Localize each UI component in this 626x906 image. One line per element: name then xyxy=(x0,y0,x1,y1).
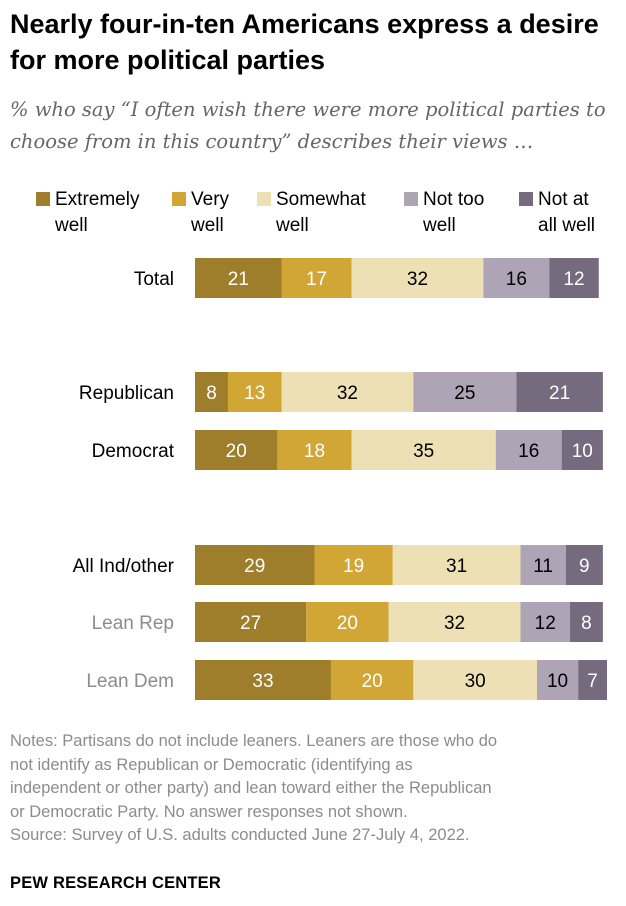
notes-line: or Democratic Party. No answer responses… xyxy=(10,802,408,821)
legend-label-line: Very xyxy=(191,189,230,210)
bar-segment xyxy=(351,430,496,470)
data-label: 18 xyxy=(304,441,325,462)
bar-segment xyxy=(520,602,570,642)
data-label: 10 xyxy=(572,441,593,462)
bar-segment xyxy=(195,545,315,585)
data-label: 13 xyxy=(244,383,265,404)
bar-segment xyxy=(516,372,603,412)
data-label: 35 xyxy=(413,441,434,462)
data-label: 19 xyxy=(343,556,364,577)
legend-label-line: well xyxy=(276,215,309,236)
data-label: 29 xyxy=(244,556,265,577)
bar-segment xyxy=(277,430,352,470)
data-label: 12 xyxy=(563,269,584,290)
bar-segment xyxy=(388,602,521,642)
bar-segment xyxy=(392,545,521,585)
category-label: Republican xyxy=(79,383,174,404)
data-label: 17 xyxy=(306,269,327,290)
data-label: 32 xyxy=(444,613,465,634)
legend-label-line: Not at xyxy=(538,189,589,210)
data-label: 10 xyxy=(547,671,568,692)
bar-segment xyxy=(281,372,414,412)
legend-label-line: well xyxy=(191,215,224,236)
data-label: 30 xyxy=(465,671,486,692)
bar-segment xyxy=(549,258,599,298)
data-label: 27 xyxy=(240,613,261,634)
bar-segment xyxy=(195,602,307,642)
data-label: 7 xyxy=(587,671,598,692)
legend-label-not-too-well: Not too well xyxy=(423,187,484,239)
chart-notes: Notes: Partisans do not include leaners.… xyxy=(10,730,620,848)
data-label: 16 xyxy=(506,269,527,290)
notes-line: not identify as Republican or Democratic… xyxy=(10,755,413,774)
data-label: 16 xyxy=(518,441,539,462)
legend-swatch-not-at-all-well xyxy=(519,192,533,206)
bar-segment xyxy=(195,430,278,470)
chart-subtitle: % who say “I often wish there were more … xyxy=(10,98,606,153)
legend-label-line: well xyxy=(55,215,88,236)
bar-segment xyxy=(195,258,282,298)
bar-segment xyxy=(195,372,228,412)
data-label: 20 xyxy=(337,613,358,634)
legend-label-line: all well xyxy=(538,215,596,236)
legend-label-somewhat-well: Somewhat well xyxy=(276,187,366,239)
bar-segment xyxy=(314,545,393,585)
bar-segment xyxy=(330,660,414,700)
data-label: 9 xyxy=(579,556,590,577)
notes-line: independent or other party) and lean tow… xyxy=(10,779,492,797)
legend-label-line: Extremely xyxy=(55,189,140,210)
legend-label-not-at-all-well: Not at all well xyxy=(538,187,595,239)
legend-swatch-very-well xyxy=(172,192,186,206)
legend-label-line: Not too xyxy=(423,189,485,210)
bar-segment xyxy=(306,602,389,642)
bar-segment xyxy=(565,545,603,585)
bar-segment xyxy=(569,602,603,642)
pew-logo: PEW RESEARCH CENTER xyxy=(10,874,221,892)
legend: Extremely well Very well Somewhat well N… xyxy=(0,187,626,239)
data-label: 20 xyxy=(226,441,247,462)
data-label: 20 xyxy=(362,671,383,692)
notes-line: Notes: Partisans do not include leaners.… xyxy=(10,732,498,750)
data-label: 21 xyxy=(549,383,570,404)
bar-segment xyxy=(483,258,550,298)
bar-segment xyxy=(413,372,517,412)
bar-segment xyxy=(561,430,603,470)
bar-segment xyxy=(520,545,566,585)
data-label: 31 xyxy=(446,556,467,577)
category-label: Democrat xyxy=(92,441,175,462)
legend-label-line: Somewhat xyxy=(276,189,366,210)
category-label: Total xyxy=(134,269,174,290)
bar-segment xyxy=(578,660,607,700)
bar-segment xyxy=(413,660,537,700)
data-label: 33 xyxy=(252,671,273,692)
legend-label-extremely-well: Extremely well xyxy=(55,187,139,239)
data-label: 8 xyxy=(206,383,217,404)
legend-swatch-extremely-well xyxy=(36,192,50,206)
bar-segment xyxy=(281,258,352,298)
category-label: Lean Dem xyxy=(86,671,174,692)
category-label: All Ind/other xyxy=(73,556,175,577)
source-line: Source: Survey of U.S. adults conducted … xyxy=(10,826,470,844)
legend-label-line: well xyxy=(423,215,456,236)
bar-segment xyxy=(227,372,282,412)
bar-segment xyxy=(495,430,562,470)
chart-title: Nearly four-in-ten Americans express a d… xyxy=(10,9,599,75)
data-label: 8 xyxy=(581,613,592,634)
bar-segment xyxy=(536,660,579,700)
legend-swatch-not-too-well xyxy=(404,192,418,206)
bar-segment xyxy=(195,660,331,700)
data-label: 32 xyxy=(337,383,358,404)
data-label: 25 xyxy=(454,383,475,404)
legend-label-very-well: Very well xyxy=(191,187,229,239)
category-label: Lean Rep xyxy=(92,613,174,634)
data-label: 21 xyxy=(228,269,249,290)
legend-swatch-somewhat-well xyxy=(257,192,271,206)
data-label: 12 xyxy=(535,613,556,634)
bar-segment xyxy=(351,258,484,298)
data-label: 11 xyxy=(533,556,553,577)
data-label: 32 xyxy=(407,269,428,290)
